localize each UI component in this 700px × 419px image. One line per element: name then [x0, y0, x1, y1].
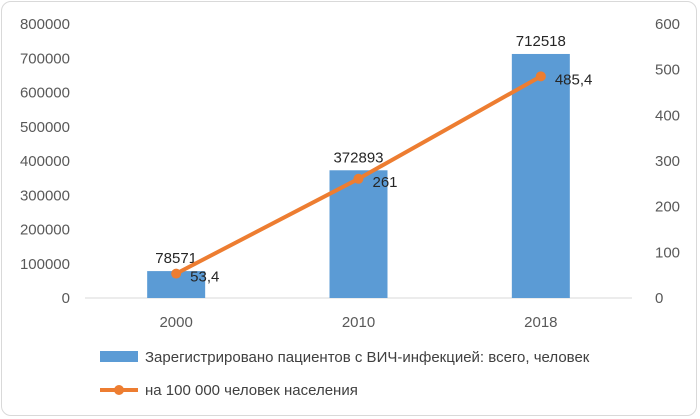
y-right-tick-label: 300 [655, 153, 680, 170]
y-left-tick-label: 100000 [20, 256, 70, 273]
bar-data-label: 712518 [516, 33, 566, 50]
y-right-tick-label: 100 [655, 244, 680, 261]
y-left-tick-label: 400000 [20, 153, 70, 170]
x-tick-label: 2018 [524, 314, 557, 331]
bar-data-label: 78571 [155, 250, 197, 267]
y-left-tick-label: 500000 [20, 119, 70, 136]
y-right-tick-label: 0 [655, 290, 663, 307]
bar [329, 170, 388, 298]
y-right-tick-label: 600 [655, 16, 680, 33]
y-left-tick-label: 200000 [20, 222, 70, 239]
line-data-label: 261 [373, 174, 398, 191]
legend-line-label: на 100 000 человек населения [145, 382, 358, 399]
line-point [535, 71, 546, 82]
x-tick-label: 2000 [159, 314, 192, 331]
bar-data-label: 372893 [333, 149, 383, 166]
y-right-tick-label: 400 [655, 107, 680, 124]
legend-bar-swatch [100, 351, 138, 362]
y-left-tick-label: 700000 [20, 50, 70, 67]
line-data-label: 53,4 [190, 269, 219, 286]
y-left-tick-label: 600000 [20, 85, 70, 102]
y-right-tick-label: 200 [655, 199, 680, 216]
y-left-tick-label: 0 [62, 290, 70, 307]
line-point [171, 268, 182, 279]
legend-bar-label: Зарегистрировано пациентов с ВИЧ-инфекци… [145, 349, 590, 366]
y-right-tick-label: 500 [655, 62, 680, 79]
y-left-tick-label: 800000 [20, 16, 70, 33]
line-point [353, 173, 364, 184]
legend-line-marker [114, 385, 124, 395]
y-left-tick-label: 300000 [20, 187, 70, 204]
x-tick-label: 2010 [342, 314, 375, 331]
bar [511, 53, 570, 298]
line-data-label: 485,4 [555, 71, 593, 88]
